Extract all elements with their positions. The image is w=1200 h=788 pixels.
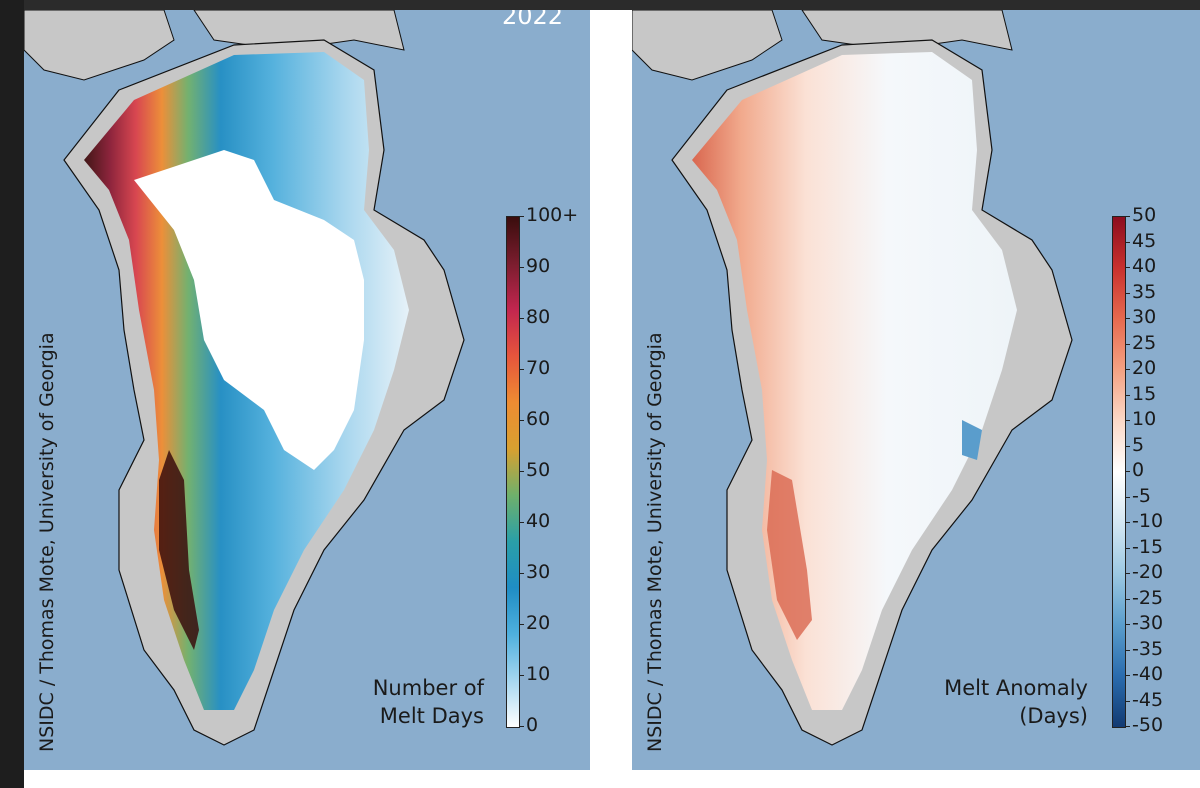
panel-gutter — [590, 10, 632, 788]
melt-anomaly-tickmark — [1125, 241, 1130, 243]
greenland-melt-anomaly-map — [632, 10, 1073, 746]
melt-anomaly-tickmark — [1125, 420, 1130, 421]
ice-sheet-west-margin — [159, 450, 199, 650]
melt-anomaly-tickmark — [1125, 318, 1130, 319]
credit-text-right: NSIDC / Thomas Mote, University of Georg… — [644, 332, 666, 752]
melt-anomaly-tick-label: -25 — [1132, 586, 1164, 609]
melt-anomaly-tick-label: -5 — [1132, 484, 1151, 507]
melt-days-tick-label: 40 — [526, 510, 551, 532]
melt-days-tickmark — [519, 267, 524, 268]
melt-anomaly-tick-label: 15 — [1132, 382, 1157, 405]
melt-days-tick-label: 50 — [526, 459, 551, 481]
melt-days-tickmark — [519, 726, 524, 727]
melt-anomaly-tick-label: -45 — [1132, 688, 1164, 711]
melt-days-tick-label: 10 — [526, 663, 551, 685]
melt-days-tickmark — [519, 573, 524, 574]
ice-sheet-interior — [134, 150, 364, 470]
melt-anomaly-tick-label: 10 — [1132, 408, 1157, 430]
colorbar-title-line1: Melt Anomaly — [944, 676, 1088, 700]
bottom-strip — [24, 770, 1200, 788]
colorbar-title-line2: Melt Days — [379, 704, 484, 728]
melt-anomaly-tick-label: -50 — [1132, 714, 1164, 736]
colorbar-title-line2: (Days) — [1019, 704, 1088, 728]
land-north — [193, 10, 405, 51]
melt-days-panel: 2022 NSIDC / Thomas Mote, University of … — [24, 10, 590, 770]
melt-anomaly-tickmark — [1125, 598, 1130, 600]
melt-days-tick-label: 20 — [526, 612, 551, 634]
credit-text: NSIDC / Thomas Mote, University of Georg… — [36, 332, 58, 752]
melt-days-tickmark — [519, 216, 524, 217]
greenland-melt-days-map — [24, 10, 465, 746]
melt-anomaly-tickmark — [1125, 675, 1130, 676]
anomaly-west-high — [767, 470, 812, 640]
melt-anomaly-tickmark — [1125, 343, 1130, 345]
melt-anomaly-tick-label: 30 — [1132, 306, 1157, 328]
top-bar — [0, 0, 1200, 10]
melt-anomaly-tickmark — [1125, 267, 1130, 268]
melt-anomaly-tickmark — [1125, 573, 1130, 574]
melt-anomaly-tick-label: -30 — [1132, 612, 1164, 634]
melt-days-tickmark — [519, 471, 524, 472]
melt-days-tickmark — [519, 675, 524, 676]
melt-anomaly-tickmark — [1125, 726, 1130, 727]
melt-days-tickmark — [519, 624, 524, 625]
melt-anomaly-tick-label: 20 — [1132, 357, 1157, 379]
melt-days-tick-label: 70 — [526, 357, 551, 379]
melt-anomaly-tick-label: -20 — [1132, 561, 1164, 583]
melt-anomaly-tick-label: 0 — [1132, 459, 1145, 481]
melt-days-tickmark — [519, 369, 524, 370]
melt-days-tick-label: 30 — [526, 561, 551, 583]
melt-days-tickmark — [519, 522, 524, 523]
melt-anomaly-tickmark — [1125, 624, 1130, 625]
melt-anomaly-tick-label: 35 — [1132, 280, 1157, 303]
melt-days-tick-label: 80 — [526, 306, 551, 328]
melt-anomaly-tick-label: 25 — [1132, 331, 1157, 354]
melt-anomaly-tick-label: -10 — [1132, 510, 1164, 532]
land-north — [801, 10, 1013, 51]
melt-anomaly-tickmark — [1125, 649, 1130, 651]
melt-anomaly-tickmark — [1125, 292, 1130, 294]
year-label: 2022 — [502, 10, 564, 30]
melt-anomaly-tickmark — [1125, 216, 1130, 217]
melt-anomaly-tick-label: 45 — [1132, 229, 1157, 252]
melt-days-tick-label: 0 — [526, 714, 539, 736]
land-ellesmere — [632, 10, 783, 81]
melt-anomaly-panel: NSIDC / Thomas Mote, University of Georg… — [632, 10, 1200, 770]
melt-anomaly-tick-label: 5 — [1132, 433, 1145, 456]
melt-anomaly-tick-label: 50 — [1132, 204, 1157, 226]
melt-anomaly-tickmark — [1125, 496, 1130, 498]
melt-anomaly-tick-label: -40 — [1132, 663, 1164, 685]
melt-anomaly-tickmark — [1125, 522, 1130, 523]
melt-anomaly-tickmark — [1125, 471, 1130, 472]
melt-days-tickmark — [519, 420, 524, 421]
melt-days-colorbar — [506, 216, 520, 728]
melt-anomaly-tickmark — [1125, 700, 1130, 702]
melt-anomaly-tick-label: -35 — [1132, 637, 1164, 660]
melt-days-tickmark — [519, 318, 524, 319]
land-ellesmere — [24, 10, 175, 81]
melt-anomaly-colorbar — [1112, 216, 1126, 728]
colorbar-title-line1: Number of — [372, 676, 484, 700]
left-edge-bar — [0, 0, 24, 788]
anomaly-east-low — [962, 420, 982, 460]
melt-days-tick-label: 60 — [526, 408, 551, 430]
melt-anomaly-tick-label: 40 — [1132, 255, 1157, 277]
melt-anomaly-tickmark — [1125, 547, 1130, 549]
melt-days-tick-label: 100+ — [526, 204, 579, 226]
melt-days-tick-label: 90 — [526, 255, 551, 277]
melt-anomaly-tick-label: -15 — [1132, 535, 1164, 558]
melt-anomaly-tickmark — [1125, 394, 1130, 396]
melt-anomaly-tickmark — [1125, 369, 1130, 370]
melt-anomaly-tickmark — [1125, 445, 1130, 447]
